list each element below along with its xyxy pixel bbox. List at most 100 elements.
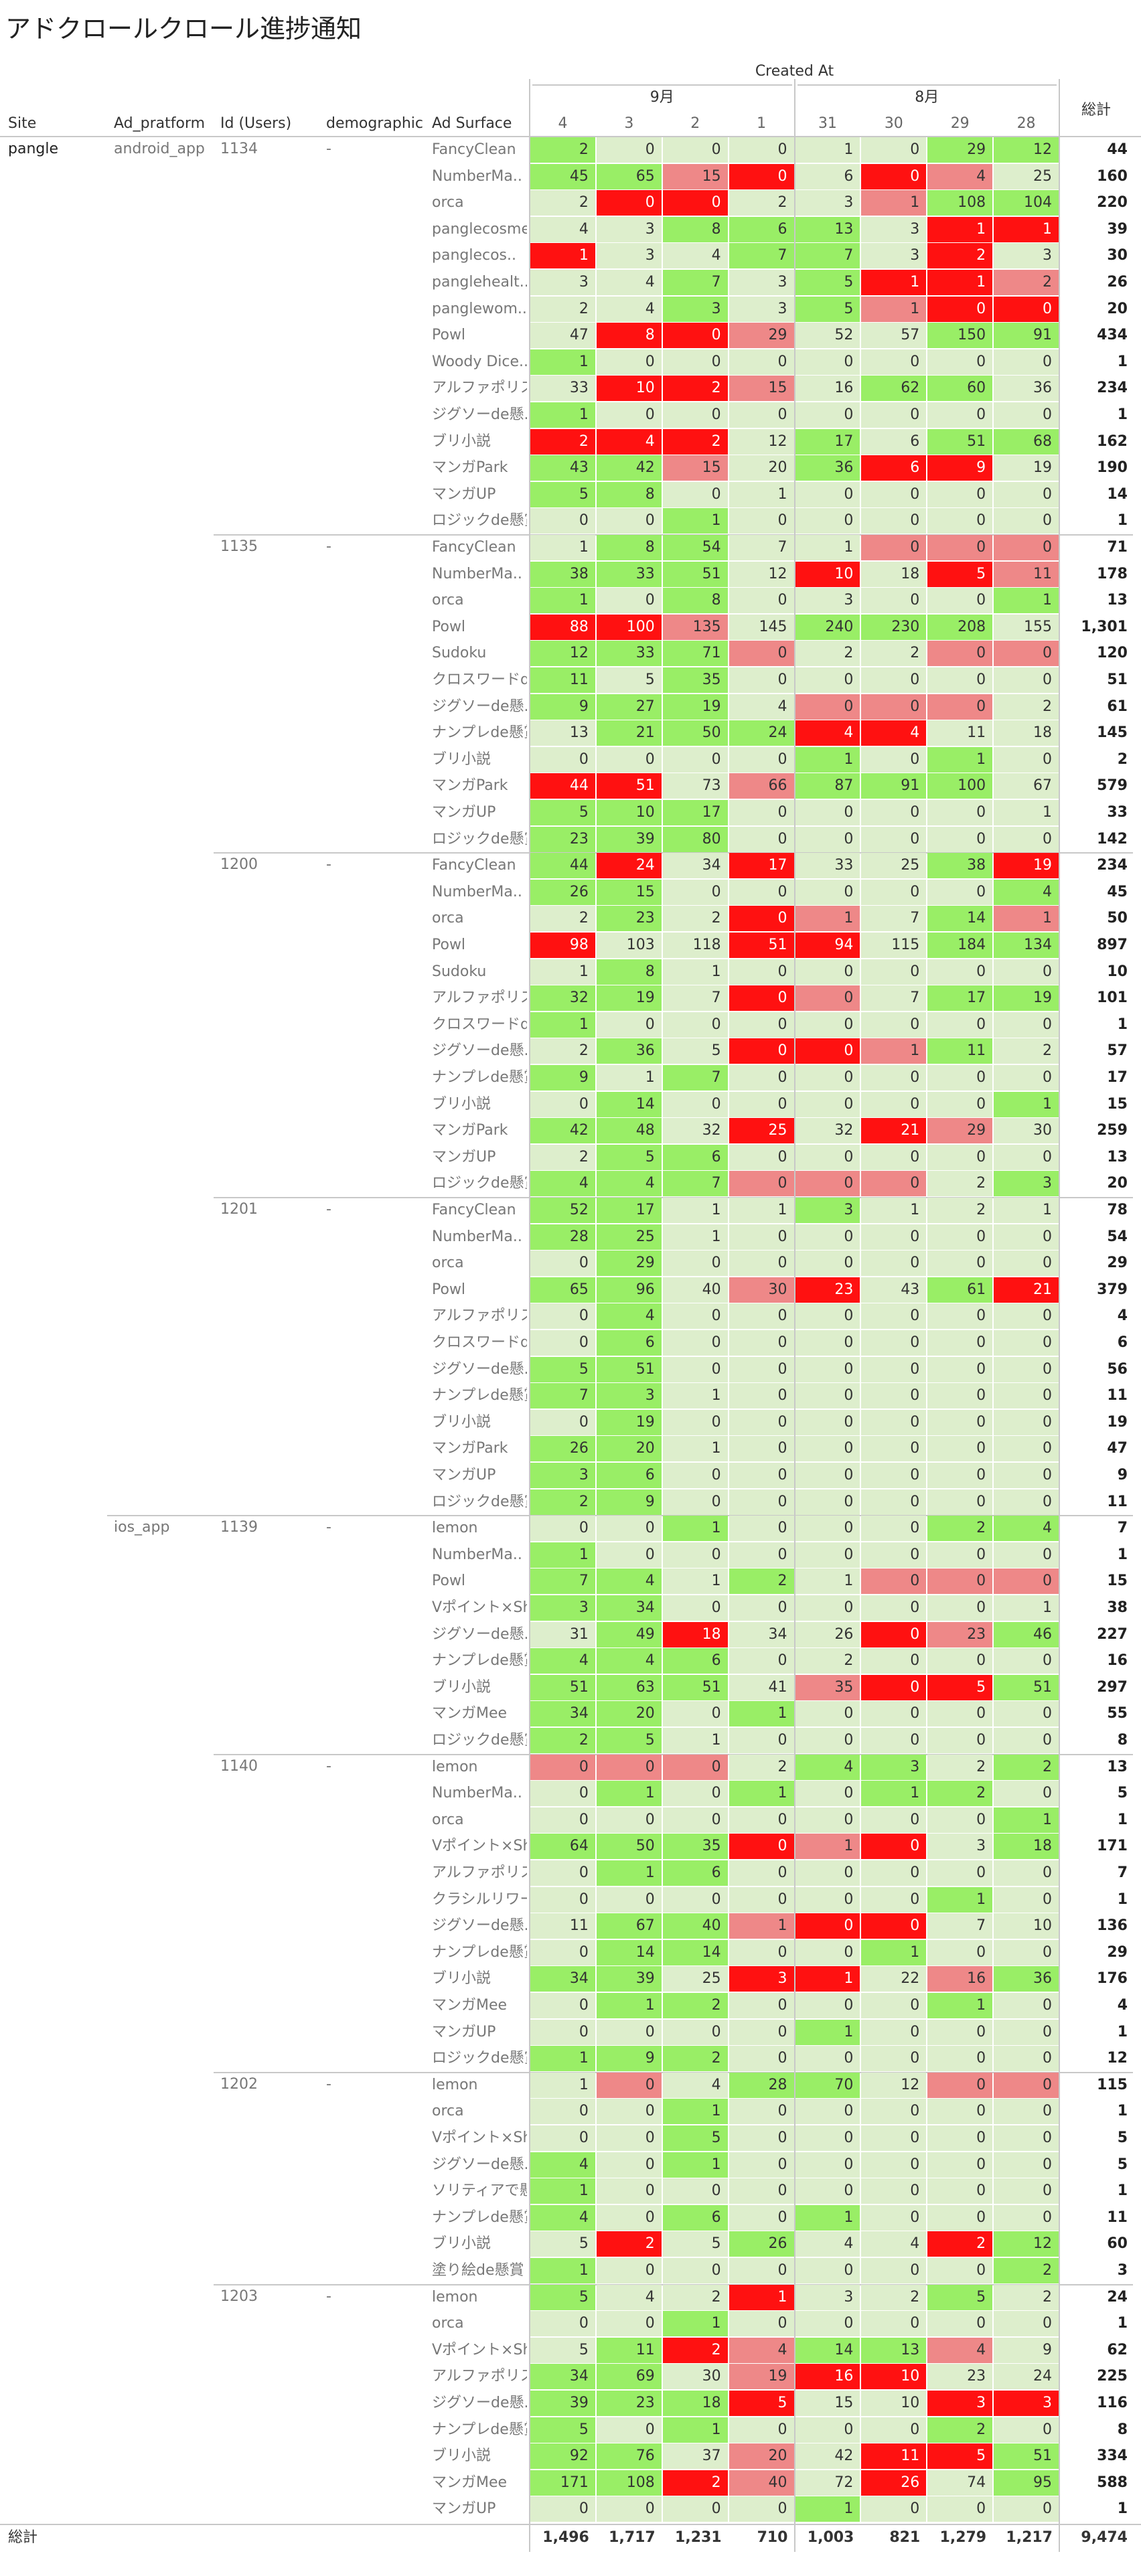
ad-surface: マンガMee	[432, 2474, 508, 2491]
ad-surface: ジグソーde懸..	[432, 2395, 527, 2411]
ad-surface: NumberMa..	[432, 1228, 522, 1245]
cell-value: 98	[530, 933, 595, 958]
cell-value: 23	[596, 906, 662, 932]
cell-value: 0	[795, 667, 860, 693]
cell-value: 0	[530, 1409, 595, 1435]
ad-surface: orca	[432, 2103, 464, 2120]
cell-value: 0	[927, 1224, 993, 1250]
day-label: 2	[690, 115, 700, 132]
cell-value: 8	[596, 535, 662, 560]
ad-surface: クロスワードde..	[432, 671, 527, 688]
cell-value: 94	[795, 933, 860, 958]
cell-value: 0	[994, 746, 1059, 773]
row-total: 101	[1097, 989, 1128, 1007]
cell-value: 0	[861, 2046, 927, 2072]
ad-surface: Vポイント×Sh..	[432, 2129, 527, 2146]
cell-value: 11	[596, 2337, 662, 2363]
cell-value: 9	[596, 2046, 662, 2072]
cell-value: 2	[662, 2046, 728, 2072]
cell-value: 0	[861, 1356, 927, 1382]
cell-value: 1	[596, 1065, 662, 1091]
cell-value: 4	[927, 163, 993, 189]
row-total: 5	[1117, 2129, 1128, 2146]
cell-value: 3	[795, 588, 860, 614]
cell-value: 9	[530, 1065, 595, 1091]
cell-value: 0	[662, 1754, 728, 1780]
cell-value: 67	[596, 1913, 662, 1939]
cell-value: 96	[596, 1277, 662, 1303]
ad-surface: ナンプレde懸賞	[432, 2208, 527, 2226]
ad-surface: ジグソーde懸..	[432, 406, 527, 423]
cell-value: 0	[795, 1860, 860, 1886]
cell-value: 2	[662, 2284, 728, 2310]
cell-value: 0	[861, 402, 927, 428]
cell-value: 1	[861, 1939, 927, 1965]
cell-value: 15	[662, 455, 728, 481]
cell-value: 1	[662, 1383, 728, 1409]
cell-value: 0	[861, 1568, 927, 1595]
cell-value: 21	[994, 1277, 1059, 1303]
ad-surface: ブリ小説	[432, 432, 491, 450]
cell-value: 0	[927, 1383, 993, 1409]
cell-value: 48	[596, 1118, 662, 1144]
cell-value: 1	[795, 1568, 860, 1595]
cell-value: 0	[795, 1913, 860, 1939]
separator	[529, 79, 530, 2552]
row-total: 33	[1107, 804, 1128, 821]
cell-value: 0	[861, 800, 927, 825]
row-total: 1	[1117, 1890, 1128, 1908]
row-total: 11	[1107, 2208, 1128, 2226]
ad-surface: 塗り絵de懸賞	[432, 2262, 524, 2279]
cell-value: 0	[662, 481, 728, 507]
cell-value: 15	[795, 2391, 860, 2416]
row-total: 5	[1117, 1785, 1128, 1802]
cell-value: 91	[861, 773, 927, 799]
cell-value: 208	[927, 614, 993, 640]
cell-value: 5	[530, 2417, 595, 2443]
cell-value: 0	[861, 694, 927, 720]
cell-value: 0	[596, 190, 662, 216]
cell-value: 0	[662, 1542, 728, 1568]
cell-value: 0	[662, 323, 728, 349]
ad-surface: ロジックde懸賞	[432, 2050, 527, 2067]
ad-surface: NumberMa..	[432, 565, 522, 582]
cell-value: 33	[596, 641, 662, 667]
cell-value: 2	[662, 2337, 728, 2363]
user-id: 1139	[220, 1519, 258, 1536]
row-total: 4	[1117, 1307, 1128, 1325]
cell-value: 3	[530, 1463, 595, 1488]
cell-value: 0	[795, 2125, 860, 2151]
cell-value: 0	[596, 508, 662, 534]
cell-value: 46	[994, 1621, 1059, 1647]
cell-value: 0	[795, 1728, 860, 1753]
cell-value: 0	[795, 826, 860, 852]
cell-value: 1	[861, 296, 927, 322]
ad-surface: FancyClean	[432, 141, 516, 158]
cell-value: 0	[530, 2019, 595, 2045]
cell-value: 0	[994, 2046, 1059, 2072]
cell-value: 0	[994, 2178, 1059, 2204]
cell-value: 0	[729, 667, 794, 693]
cell-value: 8	[662, 588, 728, 614]
cell-value: 0	[729, 1516, 794, 1542]
cell-value: 3	[861, 1754, 927, 1780]
cell-value: 0	[795, 2178, 860, 2204]
cell-value: 0	[729, 1939, 794, 1965]
cell-value: 3	[994, 1171, 1059, 1197]
platform-label: ios_app	[114, 1519, 170, 1536]
row-total: 6	[1117, 1334, 1128, 1351]
cell-value: 26	[530, 1436, 595, 1462]
cell-value: 2	[795, 641, 860, 667]
cell-value: 51	[596, 1356, 662, 1382]
cell-value: 0	[729, 1171, 794, 1197]
cell-value: 4	[596, 1568, 662, 1595]
row-total: 29	[1107, 1255, 1128, 1272]
cell-value: 25	[729, 1118, 794, 1144]
cell-value: 0	[994, 481, 1059, 507]
cell-value: 0	[662, 402, 728, 428]
cell-value: 0	[994, 1781, 1059, 1807]
cell-value: 0	[994, 1648, 1059, 1674]
cell-value: 0	[596, 1516, 662, 1542]
cell-value: 1	[861, 1038, 927, 1064]
cell-value: 1	[530, 402, 595, 428]
